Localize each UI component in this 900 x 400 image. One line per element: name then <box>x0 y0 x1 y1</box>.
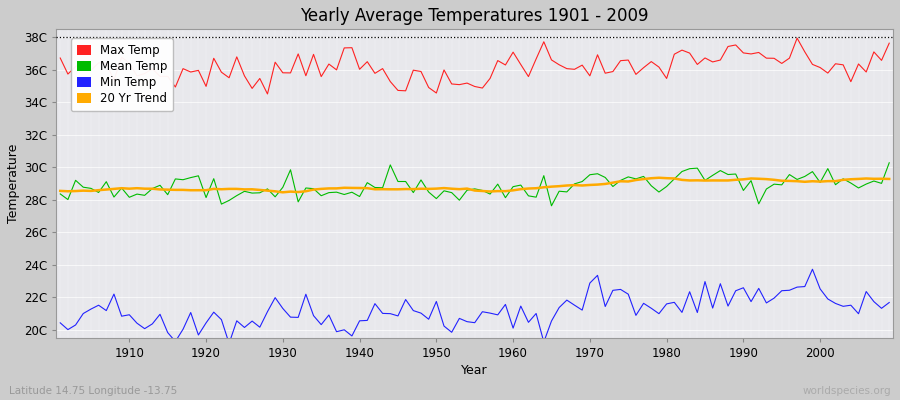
Legend: Max Temp, Mean Temp, Min Temp, 20 Yr Trend: Max Temp, Mean Temp, Min Temp, 20 Yr Tre… <box>71 38 174 111</box>
Y-axis label: Temperature: Temperature <box>7 144 20 223</box>
Text: worldspecies.org: worldspecies.org <box>803 386 891 396</box>
X-axis label: Year: Year <box>462 364 488 377</box>
Text: Latitude 14.75 Longitude -13.75: Latitude 14.75 Longitude -13.75 <box>9 386 177 396</box>
Title: Yearly Average Temperatures 1901 - 2009: Yearly Average Temperatures 1901 - 2009 <box>301 7 649 25</box>
